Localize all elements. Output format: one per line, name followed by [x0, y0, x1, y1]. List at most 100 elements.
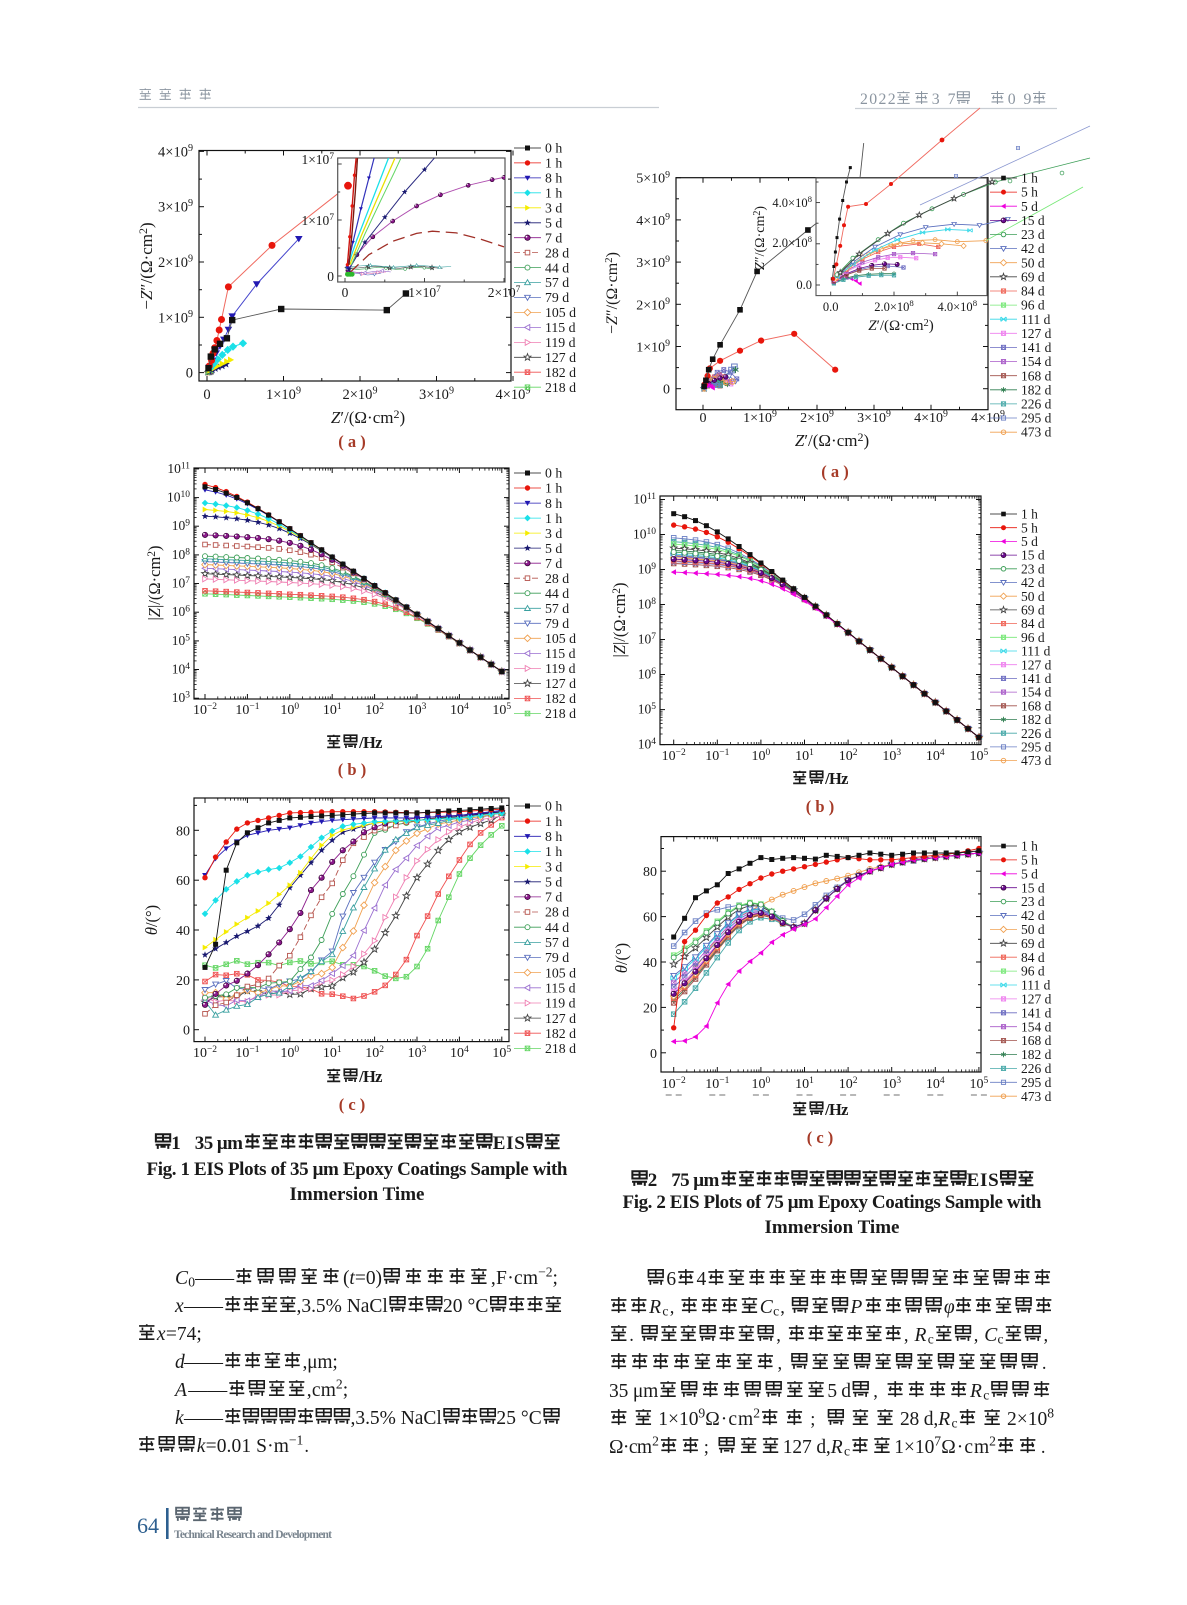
svg-text:96 d: 96 d: [1021, 630, 1045, 645]
svg-text:1×109: 1×109: [636, 338, 670, 355]
svg-text:182 d: 182 d: [1021, 712, 1052, 727]
svg-text:168 d: 168 d: [1021, 1033, 1052, 1048]
svg-text:;: ;: [704, 1438, 709, 1458]
svg-text:84 d: 84 d: [1021, 284, 1045, 299]
svg-text:R: R: [937, 1409, 950, 1430]
svg-text:119 d: 119 d: [545, 335, 576, 350]
svg-text:=0): =0): [355, 1268, 382, 1289]
svg-text:127 d,: 127 d,: [783, 1437, 831, 1458]
svg-text:1: 1: [171, 1133, 181, 1154]
svg-text:44 d: 44 d: [545, 920, 569, 935]
svg-text:5×109: 5×109: [636, 169, 670, 186]
svg-text:C: C: [175, 1268, 189, 1289]
svg-text:168 d: 168 d: [1021, 368, 1052, 383]
svg-text:79 d: 79 d: [545, 950, 569, 965]
svg-text:119 d: 119 d: [545, 661, 576, 676]
svg-text:1×107: 1×107: [301, 152, 334, 167]
svg-text:2×109: 2×109: [343, 386, 378, 404]
svg-text:.: .: [629, 1326, 634, 1346]
svg-text:44 d: 44 d: [545, 586, 569, 601]
svg-text:7 d: 7 d: [545, 556, 562, 571]
svg-text:226 d: 226 d: [1021, 397, 1052, 412]
svg-text:1 h: 1 h: [545, 511, 562, 526]
svg-text:182 d: 182 d: [545, 1026, 576, 1041]
svg-text:5 d: 5 d: [545, 874, 562, 889]
svg-text:50 d: 50 d: [1021, 255, 1045, 270]
svg-text:.: .: [1042, 1354, 1047, 1374]
svg-text:141 d: 141 d: [1021, 1005, 1052, 1020]
svg-text:6: 6: [666, 1269, 676, 1290]
svg-text:154 d: 154 d: [1021, 1019, 1052, 1034]
svg-text:64: 64: [137, 1513, 159, 1538]
svg-text:40: 40: [176, 924, 190, 939]
svg-text:127 d: 127 d: [1021, 326, 1052, 341]
svg-text:;: ;: [553, 1268, 558, 1289]
svg-text:1×107: 1×107: [408, 285, 441, 300]
svg-text:5 h: 5 h: [1021, 185, 1038, 200]
svg-text:115 d: 115 d: [545, 646, 576, 661]
svg-text:3×109: 3×109: [857, 409, 891, 426]
svg-text:79 d: 79 d: [545, 616, 569, 631]
svg-text:218 d: 218 d: [545, 706, 576, 721]
svg-text:3 d: 3 d: [545, 526, 562, 541]
svg-text:c: c: [998, 1331, 1004, 1346]
svg-text:28 d: 28 d: [545, 905, 569, 920]
svg-text:,: ,: [780, 1298, 785, 1318]
svg-text:——: ——: [183, 1296, 224, 1317]
svg-text:154 d: 154 d: [1021, 354, 1052, 369]
svg-text:1×10: 1×10: [894, 1437, 934, 1458]
svg-text:60: 60: [643, 911, 657, 926]
svg-text:1 h: 1 h: [545, 186, 562, 201]
svg-text:P: P: [849, 1297, 862, 1318]
svg-text:1 h: 1 h: [1021, 171, 1038, 186]
svg-text:1×10: 1×10: [658, 1409, 698, 1430]
svg-text:79 d: 79 d: [545, 290, 569, 305]
svg-text:3 d: 3 d: [545, 201, 562, 216]
svg-text:105 d: 105 d: [545, 631, 576, 646]
svg-text:2×109: 2×109: [636, 296, 670, 313]
svg-text:60: 60: [176, 874, 190, 889]
svg-text:Immersion Time: Immersion Time: [765, 1217, 900, 1238]
svg-text:20: 20: [643, 1001, 657, 1016]
svg-text:;: ;: [343, 1380, 348, 1401]
svg-text:Immersion Time: Immersion Time: [290, 1184, 425, 1205]
svg-text:Z″/(Ω·cm2): Z″/(Ω·cm2): [752, 206, 768, 270]
svg-text:;: ;: [810, 1410, 815, 1430]
svg-text:23 d: 23 d: [1021, 894, 1045, 909]
svg-text:5 h: 5 h: [1021, 520, 1038, 535]
svg-text:0: 0: [203, 387, 210, 403]
svg-text:( c ): ( c ): [807, 1128, 834, 1147]
svg-text:=0.01 S·m: =0.01 S·m: [206, 1436, 289, 1457]
svg-text:θ/(°): θ/(°): [612, 943, 631, 973]
svg-text:80: 80: [643, 865, 657, 880]
svg-text:x: x: [156, 1324, 166, 1345]
svg-text:127 d: 127 d: [545, 1011, 576, 1026]
svg-text:−Z″/(Ω·cm2): −Z″/(Ω·cm2): [136, 222, 156, 309]
svg-text:t: t: [349, 1268, 355, 1289]
svg-text:226 d: 226 d: [1021, 726, 1052, 741]
svg-text:——: ——: [187, 1380, 228, 1401]
svg-text:5 d: 5 d: [1021, 199, 1038, 214]
svg-text:,3.5% NaCl: ,3.5% NaCl: [351, 1408, 443, 1429]
svg-text:,: ,: [904, 1326, 909, 1346]
svg-text:φ: φ: [944, 1297, 955, 1318]
svg-text:4.0×108: 4.0×108: [938, 298, 978, 314]
svg-text:182 d: 182 d: [1021, 1047, 1052, 1062]
svg-text:127 d: 127 d: [545, 350, 576, 365]
svg-text:1 h: 1 h: [545, 156, 562, 171]
svg-text:154 d: 154 d: [1021, 685, 1052, 700]
svg-text:R: R: [648, 1297, 661, 1318]
svg-text:c: c: [773, 1303, 779, 1318]
svg-text:42 d: 42 d: [1021, 241, 1045, 256]
svg-text:4: 4: [697, 1269, 707, 1290]
svg-text:218 d: 218 d: [545, 1041, 576, 1056]
svg-text:127 d: 127 d: [1021, 992, 1052, 1007]
svg-text:R: R: [830, 1437, 843, 1458]
svg-text:141 d: 141 d: [1021, 340, 1052, 355]
svg-text:0: 0: [650, 1047, 657, 1062]
svg-text:5 d: 5 d: [545, 215, 562, 230]
svg-text:96 d: 96 d: [1021, 964, 1045, 979]
svg-text:23 d: 23 d: [1021, 227, 1045, 242]
svg-text:119 d: 119 d: [545, 996, 576, 1011]
svg-text:Fig. 2 EIS Plots of 75 μm Ep: Fig. 2 EIS Plots of 75 μm Epoxy Coatings…: [623, 1192, 1042, 1213]
